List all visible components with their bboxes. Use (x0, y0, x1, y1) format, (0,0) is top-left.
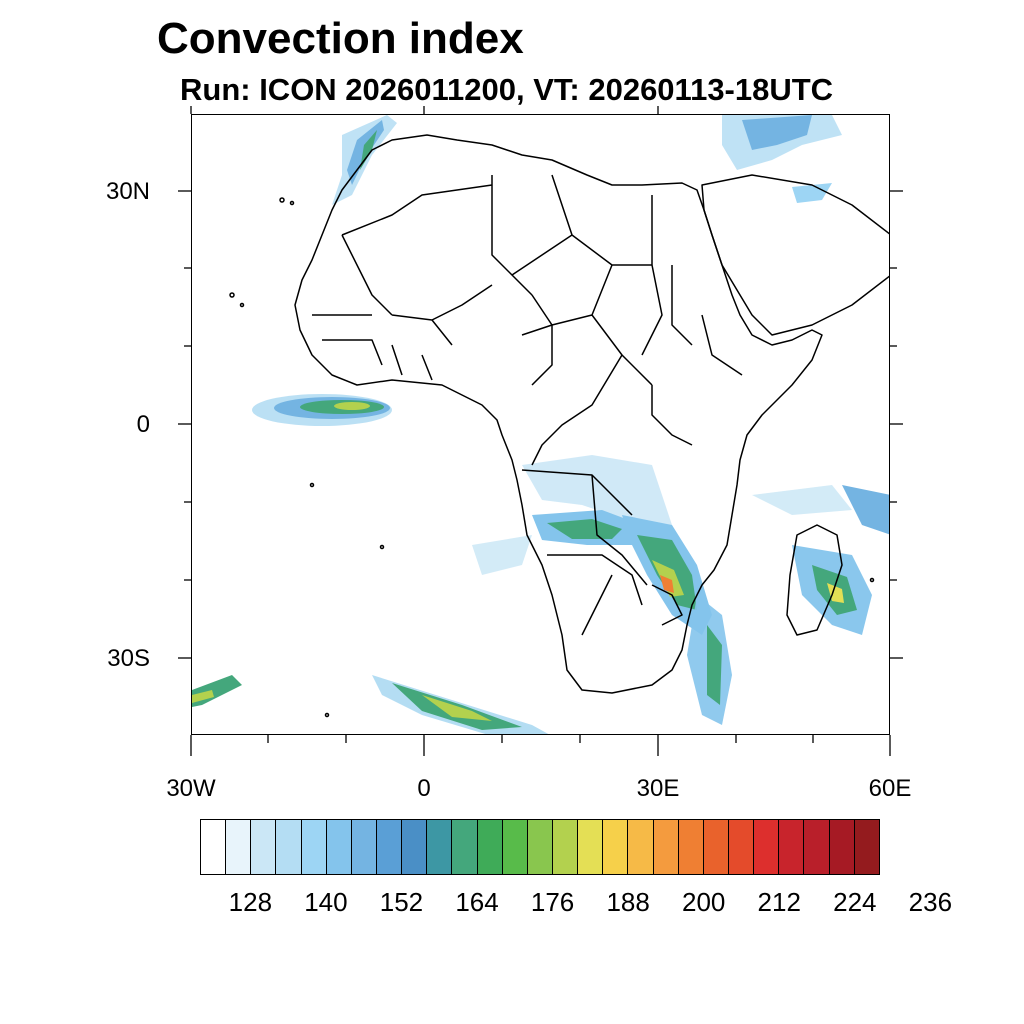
colorbar-swatch (226, 820, 252, 874)
map-panel (191, 114, 890, 735)
convection-field (192, 115, 889, 734)
coastlines (229, 134, 889, 718)
colorbar-swatch (578, 820, 604, 874)
colorbar-swatch (301, 820, 327, 874)
colorbar-swatch (276, 820, 302, 874)
colorbar-label: 212 (757, 887, 801, 917)
lon-label-60e: 60E (868, 775, 912, 802)
colorbar-swatch (603, 820, 629, 874)
plot-subtitle: Run: ICON 2026011200, VT: 20260113-18UTC (180, 72, 834, 107)
colorbar-swatch (452, 820, 478, 874)
colorbar (200, 819, 880, 875)
lon-ticks (190, 106, 891, 756)
colorbar-swatch (653, 820, 679, 874)
lat-ticks (178, 190, 903, 659)
colorbar-swatch (779, 820, 805, 874)
colorbar-label: 164 (455, 887, 499, 917)
colorbar-swatch (502, 820, 528, 874)
colorbar-label: 200 (682, 887, 726, 917)
colorbar-label: 140 (304, 887, 348, 917)
colorbar-label: 152 (379, 887, 424, 917)
lat-label-30n: 30N (105, 178, 150, 205)
colorbar-swatch (829, 820, 855, 874)
colorbar-label: 176 (530, 887, 575, 917)
colorbar-swatch (728, 820, 755, 874)
colorbar-swatch (376, 820, 403, 874)
lon-label-0: 0 (417, 775, 431, 802)
map-canvas (192, 115, 889, 734)
colorbar-label: 236 (908, 887, 953, 917)
lat-label-30s: 30S (107, 645, 150, 672)
colorbar-swatch (402, 820, 428, 874)
colorbar-swatch (754, 820, 780, 874)
colorbar-swatch (427, 820, 453, 874)
colorbar-swatch (201, 820, 227, 874)
colorbar-swatch (326, 820, 352, 874)
lon-label-30w: 30W (166, 775, 216, 802)
colorbar-swatch (527, 820, 553, 874)
lon-label-30e: 30E (636, 775, 680, 802)
colorbar-swatch (251, 820, 277, 874)
colorbar-swatch (477, 820, 503, 874)
colorbar-swatch (351, 820, 377, 874)
plot-title: Convection index (157, 14, 524, 63)
colorbar-swatch (552, 820, 579, 874)
colorbar-swatch (678, 820, 704, 874)
colorbar-swatch (854, 820, 879, 874)
colorbar-label: 128 (228, 887, 273, 917)
colorbar-swatch (628, 820, 654, 874)
colorbar-label: 224 (833, 887, 877, 917)
colorbar-label: 188 (606, 887, 650, 917)
colorbar-swatch (804, 820, 830, 874)
lat-label-0: 0 (136, 411, 150, 438)
colorbar-swatch (703, 820, 729, 874)
